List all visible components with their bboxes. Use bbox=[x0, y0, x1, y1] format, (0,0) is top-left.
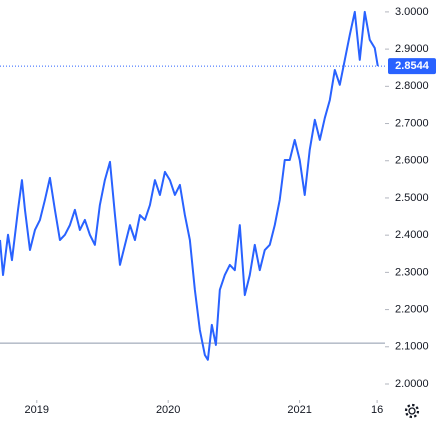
x-tick-label: 2021 bbox=[287, 404, 311, 416]
settings-button[interactable] bbox=[404, 403, 420, 419]
y-tick-label: 2.5000 bbox=[395, 192, 429, 204]
y-tick-label: 2.3000 bbox=[395, 266, 429, 278]
y-tick-label: 3.0000 bbox=[395, 6, 429, 18]
gear-hub bbox=[408, 407, 416, 415]
last-price-badge bbox=[388, 58, 436, 75]
y-tick-label: 2.7000 bbox=[395, 117, 429, 129]
y-tick-label: 2.9000 bbox=[395, 43, 429, 55]
gear-teeth bbox=[404, 403, 420, 419]
x-tick-label: 16 bbox=[371, 404, 383, 416]
y-tick-label: 2.1000 bbox=[395, 341, 429, 353]
y-tick-label: 2.8000 bbox=[395, 80, 429, 92]
y-tick-label: 2.0000 bbox=[395, 378, 429, 390]
price-line bbox=[0, 10, 379, 361]
last-price-label: 2.8544 bbox=[395, 60, 430, 72]
y-tick-label: 2.4000 bbox=[395, 229, 429, 241]
y-tick-label: 2.2000 bbox=[395, 303, 429, 315]
y-tick-label: 2.6000 bbox=[395, 155, 429, 167]
x-tick-label: 2020 bbox=[156, 404, 180, 416]
x-tick-label: 2019 bbox=[25, 404, 49, 416]
